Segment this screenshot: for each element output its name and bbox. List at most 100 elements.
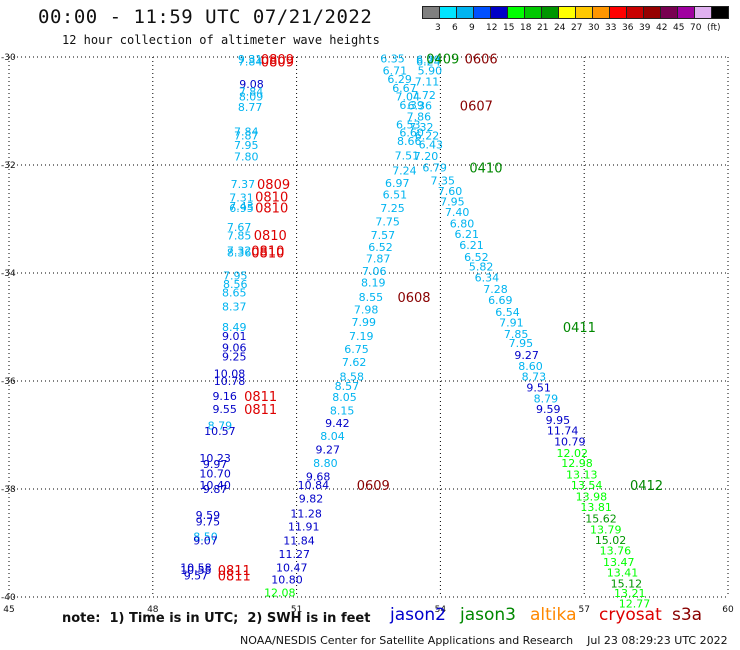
mission-legend-jason3: jason3 <box>460 605 516 625</box>
wave-height-value: 11.28 <box>290 507 322 520</box>
pass-time-label: 0810 <box>254 229 287 244</box>
chart-subtitle: 12 hour collection of altimeter wave hei… <box>62 33 380 47</box>
wave-height-value: 13.13 <box>566 468 598 481</box>
wave-height-value: 8.19 <box>361 277 386 290</box>
wave-height-value: 13.41 <box>607 567 639 580</box>
wave-height-value: 8.56 <box>223 278 248 291</box>
pass-time-label: 0811 <box>244 403 277 418</box>
pass-time-label: 0410 <box>469 162 502 177</box>
wave-height-value: 9.08 <box>239 78 264 91</box>
wave-height-value: 10.08 <box>214 367 246 380</box>
wave-height-value: 8.66 <box>397 135 422 148</box>
wave-height-value: 6.69 <box>488 294 513 307</box>
wave-height-value: 8.73 <box>522 371 547 384</box>
mission-legend-jason2: jason2 <box>390 605 446 625</box>
wave-height-value: 6.71 <box>383 65 408 78</box>
wave-height-value: 9.97 <box>203 458 228 471</box>
wave-height-value: 9.42 <box>325 417 350 430</box>
wave-height-value: 7.87 <box>366 252 391 265</box>
wave-height-value: 9.55 <box>212 403 237 416</box>
chart-title: 00:00 - 11:59 UTC 07/21/2022 <box>38 6 373 28</box>
wave-height-value: 13.47 <box>603 556 635 569</box>
wave-height-value: 9.87 <box>203 483 228 496</box>
wave-height-value: 7.25 <box>380 202 405 215</box>
wave-height-value: 8.60 <box>518 360 543 373</box>
wave-height-value: 9.01 <box>222 330 247 343</box>
color-scale-label: 3 <box>435 23 441 33</box>
wave-height-value: 6.34 <box>475 271 500 284</box>
wave-height-value: 11.27 <box>278 548 310 561</box>
wave-height-value: 9.25 <box>222 351 247 364</box>
wave-height-value: 8.15 <box>330 405 355 418</box>
wave-height-value: 15.62 <box>585 513 617 526</box>
wave-height-value: 7.85 <box>504 328 529 341</box>
wave-height-value: 6.43 <box>419 138 444 151</box>
wave-height-value: 9.51 <box>526 381 551 394</box>
wave-height-value: 7.85 <box>227 230 252 243</box>
wave-height-value: 10.78 <box>214 375 246 388</box>
y-tick-label: -40 <box>1 593 16 603</box>
wave-height-value: 9.82 <box>299 493 324 506</box>
wave-height-value: 7.37 <box>231 178 256 191</box>
wave-height-value: 7.72 <box>411 89 436 102</box>
color-scale-label: 70 <box>690 23 702 33</box>
wave-height-value: 7.57 <box>371 229 396 242</box>
wave-height-value: 7.84 <box>238 55 263 68</box>
pass-time-label: 0411 <box>563 321 596 336</box>
wave-height-value: 7.95 <box>223 270 248 283</box>
color-scale-label: 15 <box>503 23 515 33</box>
wave-height-value: 5.82 <box>469 261 494 274</box>
y-tick-label: -36 <box>1 377 16 387</box>
wave-height-value: 9.57 <box>184 569 209 582</box>
wave-height-value: 9.27 <box>316 444 341 457</box>
wave-height-value: 7.11 <box>415 75 440 88</box>
wave-height-value: 13.76 <box>600 545 632 558</box>
wave-height-value: 12.02 <box>556 447 588 460</box>
color-scale-label: 45 <box>673 23 685 33</box>
wave-height-value: 9.16 <box>212 390 237 403</box>
color-scale-label: 24 <box>554 23 566 33</box>
wave-height-value: 15.12 <box>611 578 643 591</box>
wave-height-value: 6.35 <box>380 53 405 66</box>
x-tick-label: 51 <box>291 605 302 615</box>
color-scale-label: 42 <box>656 23 668 33</box>
color-scale-label: 27 <box>571 23 583 33</box>
pass-time-label: 0809 <box>257 178 290 193</box>
wave-height-value: 8.65 <box>222 286 247 299</box>
wave-height-value: 7.75 <box>375 216 400 229</box>
wave-height-value: 10.57 <box>204 425 236 438</box>
wave-height-value: 7.84 <box>239 86 264 99</box>
wave-height-value: 7.62 <box>342 356 367 369</box>
wave-height-value: 7.86 <box>407 110 432 123</box>
color-scale-label: (ft) <box>707 23 721 33</box>
wave-height-value: 10.80 <box>271 574 303 587</box>
color-scale-label: 36 <box>622 23 634 33</box>
wave-height-value: 10.84 <box>298 479 330 492</box>
wave-height-value: 8.49 <box>222 321 247 334</box>
wave-height-value: 7.99 <box>351 316 376 329</box>
wave-height-value: 7.20 <box>414 150 439 163</box>
wave-height-value: 10.47 <box>276 561 308 574</box>
color-scale-label: 21 <box>537 23 549 33</box>
x-tick-label: 48 <box>147 605 159 615</box>
wave-height-value: 10.70 <box>199 467 231 480</box>
wave-height-value: 8.80 <box>313 457 338 470</box>
wave-height-value: 8.55 <box>359 291 384 304</box>
color-scale-label: 30 <box>588 23 600 33</box>
x-tick-label: 60 <box>722 605 734 615</box>
wave-height-value: 13.98 <box>576 491 608 504</box>
wave-height-value: 7.84 <box>234 126 259 139</box>
wave-height-value: 7.24 <box>392 164 417 177</box>
wave-height-value: 9.75 <box>196 515 221 528</box>
wave-height-value: 6.21 <box>459 239 484 252</box>
pass-time-label: 0810 <box>255 190 288 205</box>
pass-time-label: 0409 <box>426 53 459 68</box>
wave-height-value: 6.60 <box>399 127 424 140</box>
wave-height-value: 7.51 <box>395 149 420 162</box>
wave-height-value: 7.80 <box>234 150 259 163</box>
wave-height-value: 10.40 <box>199 479 231 492</box>
wave-height-value: 8.37 <box>222 300 247 313</box>
wave-height-value: 10.79 <box>554 435 586 448</box>
pass-time-label: 0606 <box>465 53 498 68</box>
wave-height-value: 6.75 <box>344 343 369 356</box>
